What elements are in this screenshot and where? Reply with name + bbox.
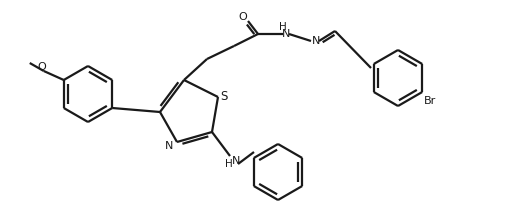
Text: H: H bbox=[225, 158, 233, 168]
Text: H: H bbox=[279, 22, 287, 32]
Text: Br: Br bbox=[424, 96, 436, 105]
Text: N: N bbox=[282, 29, 290, 39]
Text: N: N bbox=[232, 155, 240, 165]
Text: S: S bbox=[220, 90, 228, 103]
Text: O: O bbox=[37, 62, 46, 72]
Text: O: O bbox=[238, 12, 247, 22]
Text: N: N bbox=[312, 36, 320, 46]
Text: N: N bbox=[165, 140, 173, 150]
